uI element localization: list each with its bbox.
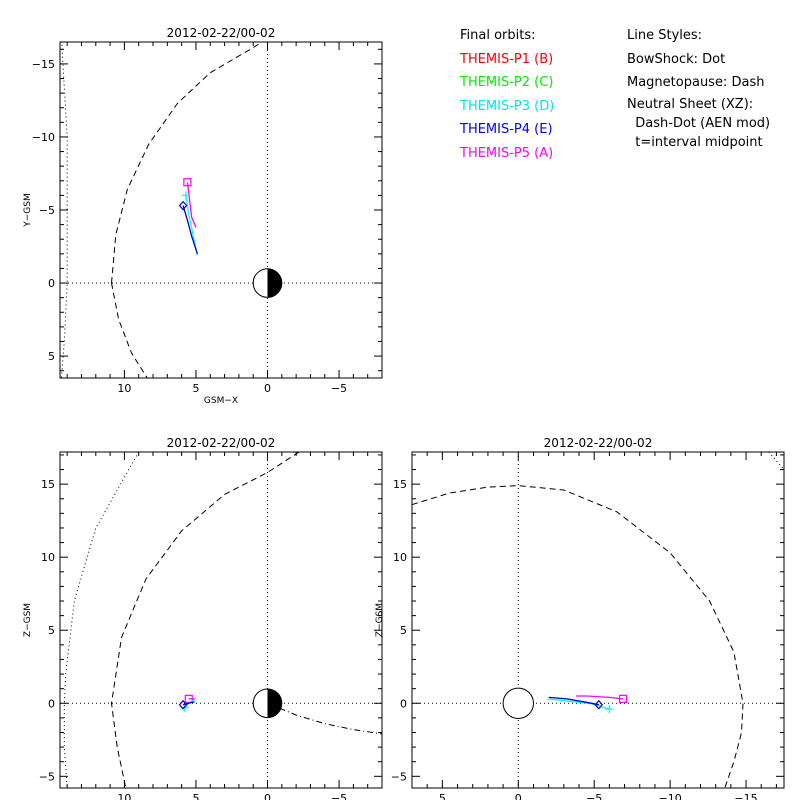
panel-yz-ytick-label: −5	[391, 770, 407, 783]
panel-xz-series-themis-p4-e-marker-diamond	[178, 699, 188, 710]
panel-xy-ytick-label: 5	[48, 350, 55, 363]
panel-xz-series-themis-p4-e-line	[182, 701, 195, 706]
panel-xy-ticks	[60, 42, 383, 378]
panel-yz-xtick-label: 0	[515, 792, 522, 800]
panel-yz-xtick-label: −15	[734, 792, 757, 800]
line-style-midpoint: t=interval midpoint	[627, 134, 763, 150]
panel-yz-series-themis-p3-d-marker-plus	[605, 705, 614, 714]
panel-xz-ticks	[60, 452, 383, 788]
panel-yz-series-themis-p5-a-line	[576, 695, 624, 700]
panel-yz-xtick-label: 5	[439, 792, 446, 800]
panel-xz-xtick-label: 5	[192, 792, 199, 800]
panel-xy: 10 5 0 −5 −15 −10 −5 0 5 2012-02-22/00-02 GSM−X Y−G…	[23, 26, 383, 406]
panel-xz-ylabel: Z−GSM	[23, 603, 33, 637]
panel-xz-xtick-label: −5	[331, 792, 347, 800]
panel-xz-plot-area	[60, 452, 382, 788]
panel-xy-ytick-label: 0	[48, 277, 55, 290]
panel-xy-ytick-label: −5	[39, 204, 55, 217]
panel-xz-bow-shock	[63, 452, 140, 788]
panel-yz-ytick-label: 10	[393, 551, 407, 564]
panel-xz-neutral-sheet	[267, 702, 382, 735]
panel-yz-ytick-label: 5	[400, 624, 407, 637]
panel-xy-series-themis-p5-a-marker-square	[183, 178, 192, 187]
panel-xy-series-themis-p4-e-marker-diamond	[178, 200, 188, 211]
legend-item-p4: THEMIS-P4 (E)	[460, 122, 553, 137]
panel-yz-ytick-label: 0	[400, 697, 407, 710]
panel-xz-xtick-label: 0	[264, 792, 271, 800]
panel-xz-ytick-label: 15	[41, 478, 55, 491]
panel-xz-frame	[59, 451, 383, 789]
panel-xy-plot-area	[60, 42, 382, 378]
line-style-magnetopause: Magnetopause: Dash	[627, 75, 765, 90]
panel-yz-plot-area	[412, 452, 784, 788]
panel-xy-xtick-label: −5	[331, 382, 347, 395]
panel-xy-ylabel: Y−GSM	[23, 193, 33, 228]
panel-yz-earth	[502, 687, 534, 719]
panel-xy-title: 2012-02-22/00-02	[167, 26, 276, 40]
panel-yz-series-themis-p5-a-marker-square	[618, 694, 628, 703]
panel-xz-ytick-label: −5	[39, 770, 55, 783]
panel-yz-xtick-label: −5	[586, 792, 602, 800]
panel-yz-xtick-label: −10	[659, 792, 682, 800]
panel-xz-title: 2012-02-22/00-02	[167, 436, 276, 450]
legend-item-p2: THEMIS-P2 (C)	[460, 75, 554, 90]
panel-xz-ytick-label: 5	[48, 624, 55, 637]
panel-xz-magnetopause	[110, 452, 300, 788]
panel-yz-ylabel: Z−GSM	[375, 603, 385, 637]
panel-xy-frame	[59, 41, 383, 379]
panel-yz-frame	[411, 451, 785, 789]
panel-xy-series-themis-p5-a-line	[186, 182, 197, 228]
line-styles-title: Line Styles:	[627, 28, 703, 43]
panel-xy-earth-night-side	[267, 268, 282, 298]
legend-item-p3: THEMIS-P3 (D)	[460, 98, 555, 114]
line-style-neutral-sheet: Neutral Sheet (XZ):	[627, 96, 754, 112]
line-styles-legend: Line Styles: BowShock: Dot Magnetopause:…	[627, 24, 770, 152]
panel-xy-ytick-label: −10	[32, 131, 55, 144]
panel-xy-ytick-label: −15	[32, 58, 55, 71]
panel-xy-xtick-label: 10	[117, 382, 131, 395]
panel-xy-series-themis-p3-d-marker-plus	[181, 191, 190, 200]
legend-item-p1: THEMIS-P1 (B)	[460, 51, 554, 67]
panel-xz-ytick-label: 0	[48, 697, 55, 710]
panel-xy-xtick-label: 0	[264, 382, 271, 395]
panel-xz-xtick-label: 10	[117, 792, 131, 800]
legend-item-p5: THEMIS-P5 (A)	[460, 145, 554, 161]
line-style-bowshock: BowShock: Dot	[627, 51, 726, 67]
panel-xy-xlabel: GSM−X	[204, 396, 238, 406]
line-style-neutral-sheet-model: Dash-Dot (AEN mod)	[627, 115, 771, 131]
panel-xy-xtick-label: 5	[192, 382, 199, 395]
panel-yz-series-themis-p3-d-line	[547, 698, 610, 710]
orbits-legend-title: Final orbits:	[460, 28, 536, 43]
panel-yz-ytick-label: 15	[393, 478, 407, 491]
panel-yz-series-themis-p4-e-marker-diamond	[594, 699, 604, 710]
panel-xz-earth-night-side	[267, 688, 282, 718]
panel-xy-magnetopause	[111, 42, 264, 284]
panel-yz-series-themis-p4-e-line	[548, 696, 599, 706]
panel-xz-ytick-label: 10	[41, 551, 55, 564]
panel-yz-magnetopause	[412, 485, 744, 788]
panel-yz-ticks	[411, 452, 784, 788]
panel-xy-magnetopause-south	[111, 282, 148, 378]
panel-yz: 50−5−10−15−50510152012-02-22/00-02GSM−YZ…	[375, 436, 785, 800]
panel-xy-series-themis-p4-e-line	[182, 205, 199, 255]
orbits-legend: Final orbits: THEMIS-P1 (B) THEMIS-P2 (C…	[460, 24, 554, 165]
panel-yz-title: 2012-02-22/00-02	[544, 436, 653, 450]
